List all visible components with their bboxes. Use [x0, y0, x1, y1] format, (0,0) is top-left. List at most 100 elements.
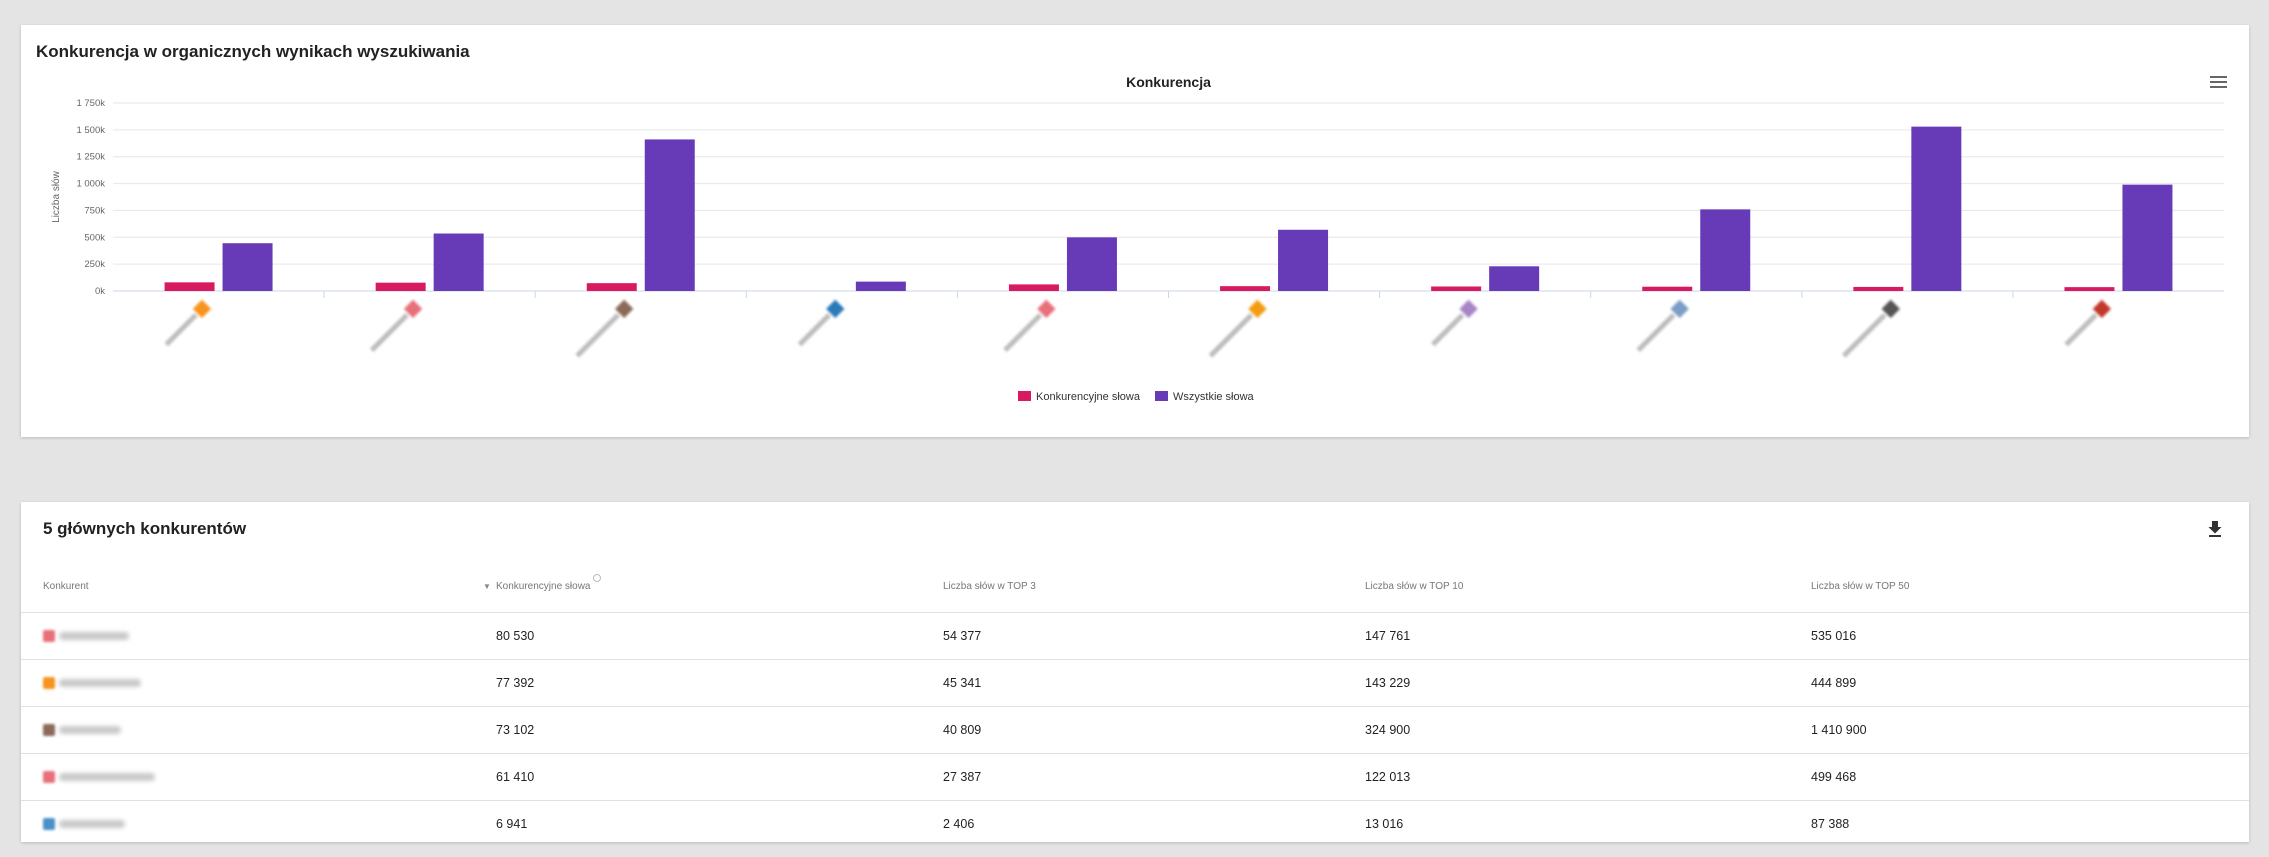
top50-value: 499 468	[1811, 753, 2249, 801]
chart-card-title: Konkurencja w organicznych wynikach wysz…	[36, 42, 470, 61]
table-card-title: 5 głównych konkurentów	[43, 519, 247, 538]
y-tick-label: 0k	[95, 286, 105, 297]
competitor-cell[interactable]	[21, 706, 476, 754]
bar-all-words	[1911, 126, 1962, 292]
blurred-domain-text	[1003, 313, 1043, 353]
legend-swatch	[1155, 391, 1168, 401]
competitive-words-value: 73 102	[496, 722, 535, 737]
top3-value: 40 809	[943, 706, 1365, 754]
sort-descending-icon: ▼	[483, 582, 491, 592]
competitive-words-value: 6 941	[496, 816, 528, 831]
blurred-domain-text	[1208, 313, 1254, 358]
site-favicon-icon	[43, 676, 55, 689]
top3-value: 45 341	[943, 659, 1365, 707]
x-category-label	[797, 299, 845, 347]
y-tick-label: 750k	[84, 205, 105, 216]
table-row[interactable]: 73 102 40 809 324 900 1 410 900	[21, 706, 2249, 754]
x-category-label	[2064, 299, 2112, 347]
blurred-domain-text	[2064, 313, 2098, 347]
x-category-label	[1208, 299, 1267, 358]
column-header-top10[interactable]: Liczba słów w TOP 10	[1365, 562, 1811, 613]
x-category-label	[1636, 299, 1689, 353]
bar-all-words	[855, 281, 906, 291]
competitor-cell[interactable]	[21, 612, 476, 660]
top10-value: 143 229	[1365, 659, 1811, 707]
competitor-domain-blurred	[59, 772, 155, 781]
competitive-words-value: 61 410	[496, 769, 535, 784]
competitive-words-value: 77 392	[496, 675, 535, 690]
legend-item-label[interactable]: Wszystkie słowa	[1173, 391, 1255, 403]
top10-value: 147 761	[1365, 612, 1811, 660]
x-category-label	[575, 299, 634, 358]
top50-value: 1 410 900	[1811, 706, 2249, 754]
bar-all-words	[2122, 184, 2173, 291]
blurred-domain-text	[1431, 313, 1465, 347]
hamburger-menu-icon[interactable]	[2210, 76, 2227, 90]
top50-value: 535 016	[1811, 612, 2249, 660]
bar-all-words	[433, 233, 484, 291]
competitors-table-card: 5 głównych konkurentów Konkurent ▼ Konkur…	[21, 502, 2249, 842]
competitor-cell[interactable]	[21, 753, 476, 801]
legend-swatch	[1018, 391, 1031, 401]
column-header-top50[interactable]: Liczba słów w TOP 50	[1811, 562, 2249, 613]
competitor-domain-blurred	[59, 631, 129, 640]
download-icon[interactable]	[2208, 521, 2222, 537]
x-category-label	[164, 299, 212, 347]
top3-value: 2 406	[943, 816, 975, 831]
top50-value: 87 388	[1811, 816, 1850, 831]
column-header-competitor[interactable]: Konkurent	[21, 562, 476, 613]
blurred-domain-text	[1841, 313, 1887, 358]
bar-competitive-words	[1642, 286, 1693, 291]
table-row[interactable]: 77 392 45 341 143 229 444 899	[21, 659, 2249, 707]
table-row[interactable]: 61 410 27 387 122 013 499 468	[21, 753, 2249, 801]
chart-title: Konkurencja	[1126, 74, 1211, 90]
blurred-domain-text	[575, 313, 620, 358]
bar-all-words	[1066, 237, 1117, 291]
top3-value: 54 377	[943, 612, 1365, 660]
x-category-label	[1841, 299, 1900, 358]
blurred-domain-text	[164, 313, 198, 347]
competition-bar-chart: Konkurencja 0k 250k 500k 750k 1 000k 1 250k 1 5…	[51, 74, 2224, 403]
competitor-cell[interactable]	[21, 659, 476, 707]
y-tick-label: 1 000k	[76, 179, 105, 190]
site-favicon-icon	[43, 723, 55, 736]
top10-value: 13 016	[1365, 816, 1404, 831]
competitors-table: Konkurent ▼ Konkurencyjne słowa Liczba sł…	[21, 562, 2249, 847]
bar-all-words	[1489, 266, 1540, 291]
column-header-competitive-words[interactable]: ▼ Konkurencyjne słowa	[476, 562, 943, 613]
blurred-domain-text	[369, 313, 409, 353]
blurred-domain-text	[1636, 313, 1676, 353]
bar-competitive-words	[2064, 287, 2115, 291]
bar-competitive-words	[1431, 286, 1482, 291]
competitor-cell[interactable]	[21, 800, 476, 847]
y-tick-label: 250k	[84, 259, 105, 270]
y-axis-title: Liczba słów	[51, 170, 62, 222]
column-header-top3[interactable]: Liczba słów w TOP 3	[943, 562, 1365, 613]
competitor-domain-blurred	[59, 678, 141, 687]
table-header-row: Konkurent ▼ Konkurencyjne słowa Liczba sł…	[21, 562, 2249, 613]
bar-competitive-words	[1853, 286, 1904, 291]
legend-item-label[interactable]: Konkurencyjne słowa	[1036, 391, 1141, 403]
bar-competitive-words	[1008, 284, 1059, 291]
bar-competitive-words	[586, 283, 637, 291]
bar-all-words	[1278, 229, 1329, 291]
y-tick-label: 1 750k	[76, 98, 105, 109]
bar-all-words	[222, 243, 273, 291]
x-category-label	[1431, 299, 1478, 347]
top3-value: 27 387	[943, 753, 1365, 801]
site-favicon-icon	[43, 629, 55, 642]
info-icon[interactable]	[592, 574, 601, 583]
competitor-domain-blurred	[59, 819, 125, 828]
x-category-label	[369, 299, 423, 353]
competitor-domain-blurred	[59, 725, 121, 734]
top10-value: 122 013	[1365, 753, 1811, 801]
bar-competitive-words	[164, 282, 215, 291]
table-row[interactable]: 6 941 2 406 13 016 87 388	[21, 800, 2249, 847]
bar-all-words	[1700, 209, 1751, 291]
chart-card: Konkurencja w organicznych wynikach wysz…	[21, 25, 2249, 437]
bar-all-words	[644, 139, 695, 291]
top50-value: 444 899	[1811, 659, 2249, 707]
bar-competitive-words	[1220, 286, 1271, 291]
top10-value: 324 900	[1365, 706, 1811, 754]
table-row[interactable]: 80 530 54 377 147 761 535 016	[21, 612, 2249, 660]
